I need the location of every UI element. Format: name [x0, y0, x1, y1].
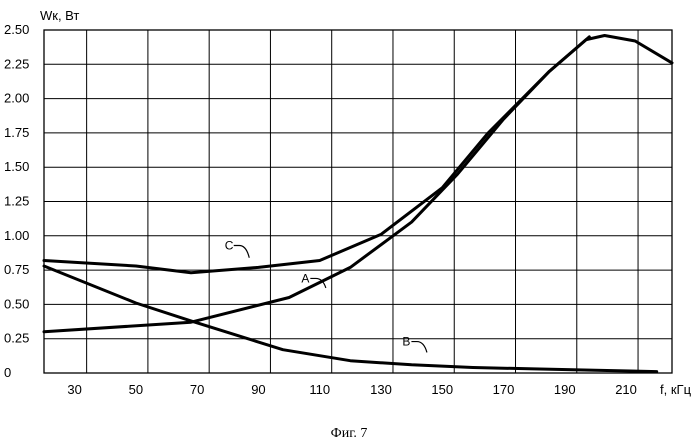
- x-axis-ticks: 30 50 70 90 110 130 150 170 190 210: [67, 382, 637, 397]
- series-label-leader: [411, 340, 428, 353]
- series-labels: A B C: [225, 239, 428, 353]
- series-line-b: [42, 264, 659, 374]
- x-tick-label: 50: [129, 382, 143, 397]
- y-tick-label: 1.00: [4, 228, 29, 243]
- series: [42, 34, 674, 374]
- series-label-leader: [310, 277, 327, 289]
- grid: [44, 29, 672, 374]
- x-tick-label: 30: [67, 382, 81, 397]
- x-tick-label: 170: [493, 382, 515, 397]
- y-axis-ticks: 0 0.25 0.50 0.75 1.00 1.25 1.50 1.75 2.00 2.25 2.5…: [4, 22, 29, 380]
- figure-caption: Фиг. 7: [331, 426, 368, 441]
- series-label-b: B: [402, 335, 410, 349]
- x-tick-label: 210: [615, 382, 637, 397]
- series-line-c: [42, 34, 674, 275]
- series-label-leader: [233, 244, 250, 258]
- y-tick-label: 2.00: [4, 91, 29, 106]
- x-tick-label: 70: [190, 382, 204, 397]
- series-line-a: [42, 35, 591, 334]
- y-tick-label: 0: [4, 365, 11, 380]
- y-tick-label: 0.75: [4, 262, 29, 277]
- y-tick-label: 1.25: [4, 194, 29, 209]
- x-tick-label: 150: [431, 382, 453, 397]
- series-label-c: C: [225, 239, 234, 253]
- y-tick-label: 2.50: [4, 22, 29, 37]
- y-tick-label: 2.25: [4, 56, 29, 71]
- x-tick-label: 130: [370, 382, 392, 397]
- x-tick-label: 110: [309, 382, 330, 397]
- x-axis-title: f, кГц: [660, 382, 692, 397]
- y-tick-label: 0.25: [4, 331, 29, 346]
- y-tick-label: 1.75: [4, 125, 29, 140]
- series-label-a: A: [301, 271, 309, 285]
- x-tick-label: 190: [554, 382, 576, 397]
- plot-frame: [43, 29, 673, 374]
- x-tick-label: 90: [251, 382, 265, 397]
- y-tick-label: 0.50: [4, 296, 29, 311]
- y-tick-label: 1.50: [4, 159, 29, 174]
- y-axis-title: Wк, Вт: [40, 8, 79, 23]
